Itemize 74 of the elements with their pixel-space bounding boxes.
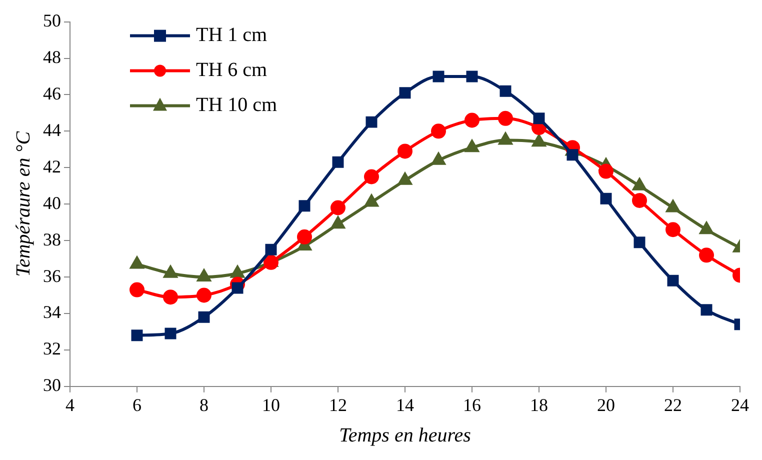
- point: [196, 288, 212, 303]
- x-tick-label: 16: [463, 394, 481, 415]
- point: [700, 222, 714, 234]
- point: [198, 311, 210, 323]
- point: [164, 266, 178, 278]
- point: [130, 282, 144, 298]
- point: [432, 152, 446, 165]
- point: [399, 87, 411, 99]
- point: [366, 116, 378, 128]
- point: [432, 70, 444, 82]
- y-tick-label: 32: [43, 338, 61, 359]
- point: [632, 192, 647, 208]
- point: [130, 256, 144, 269]
- x-tick-label: 24: [731, 394, 749, 415]
- x-tick-label: 8: [200, 394, 208, 415]
- x-tick-label: 20: [597, 394, 615, 415]
- point: [331, 216, 345, 229]
- point: [632, 178, 646, 190]
- point: [533, 112, 545, 124]
- point: [465, 140, 479, 152]
- point: [500, 85, 512, 97]
- y-tick-label: 38: [43, 229, 61, 250]
- point: [699, 248, 714, 263]
- x-tick-label: 6: [132, 394, 142, 415]
- x-tick-label: 4: [66, 394, 74, 415]
- y-tick-label: 44: [43, 120, 61, 140]
- legend-label: TH 6 cm: [196, 59, 268, 82]
- point: [398, 172, 412, 185]
- y-tick-label: 46: [43, 83, 61, 104]
- point: [634, 236, 646, 248]
- y-tick-label: 36: [43, 266, 61, 286]
- x-tick-label: 12: [329, 394, 347, 415]
- point: [498, 110, 513, 126]
- point: [666, 200, 680, 212]
- point: [230, 266, 244, 278]
- point: [566, 149, 578, 161]
- point: [298, 200, 310, 212]
- point: [464, 112, 480, 128]
- point: [364, 194, 378, 207]
- point: [498, 132, 512, 145]
- point: [667, 274, 679, 286]
- x-tick-label: 18: [530, 394, 548, 415]
- point: [164, 328, 176, 340]
- point: [197, 270, 211, 282]
- point: [163, 290, 178, 305]
- point: [364, 169, 379, 184]
- point: [232, 282, 244, 294]
- y-tick-label: 40: [43, 192, 61, 213]
- x-tick-label: 14: [396, 394, 414, 415]
- legend-label: TH 10 cm: [196, 94, 278, 116]
- point: [700, 304, 712, 316]
- point: [332, 156, 344, 168]
- point: [398, 144, 412, 159]
- legend-label: TH 1 cm: [196, 24, 268, 46]
- point: [264, 254, 278, 270]
- x-tick-label: 22: [664, 394, 682, 415]
- y-axis-title: Tempéraure en °C: [12, 130, 34, 277]
- point: [265, 244, 277, 256]
- x-axis-title: Temps en heures: [339, 424, 472, 446]
- y-tick-label: 42: [43, 156, 61, 176]
- point: [666, 222, 680, 238]
- point: [466, 70, 478, 82]
- y-tick-label: 30: [43, 375, 61, 396]
- point: [532, 134, 546, 147]
- x-tick-label: 10: [262, 394, 280, 415]
- y-tick-label: 34: [43, 302, 61, 322]
- point: [330, 200, 346, 216]
- y-tick-label: 48: [43, 46, 61, 67]
- point: [431, 124, 446, 139]
- point: [131, 330, 143, 342]
- y-tick-label: 50: [43, 10, 61, 31]
- point: [600, 192, 612, 204]
- point: [598, 164, 614, 179]
- point: [297, 229, 312, 244]
